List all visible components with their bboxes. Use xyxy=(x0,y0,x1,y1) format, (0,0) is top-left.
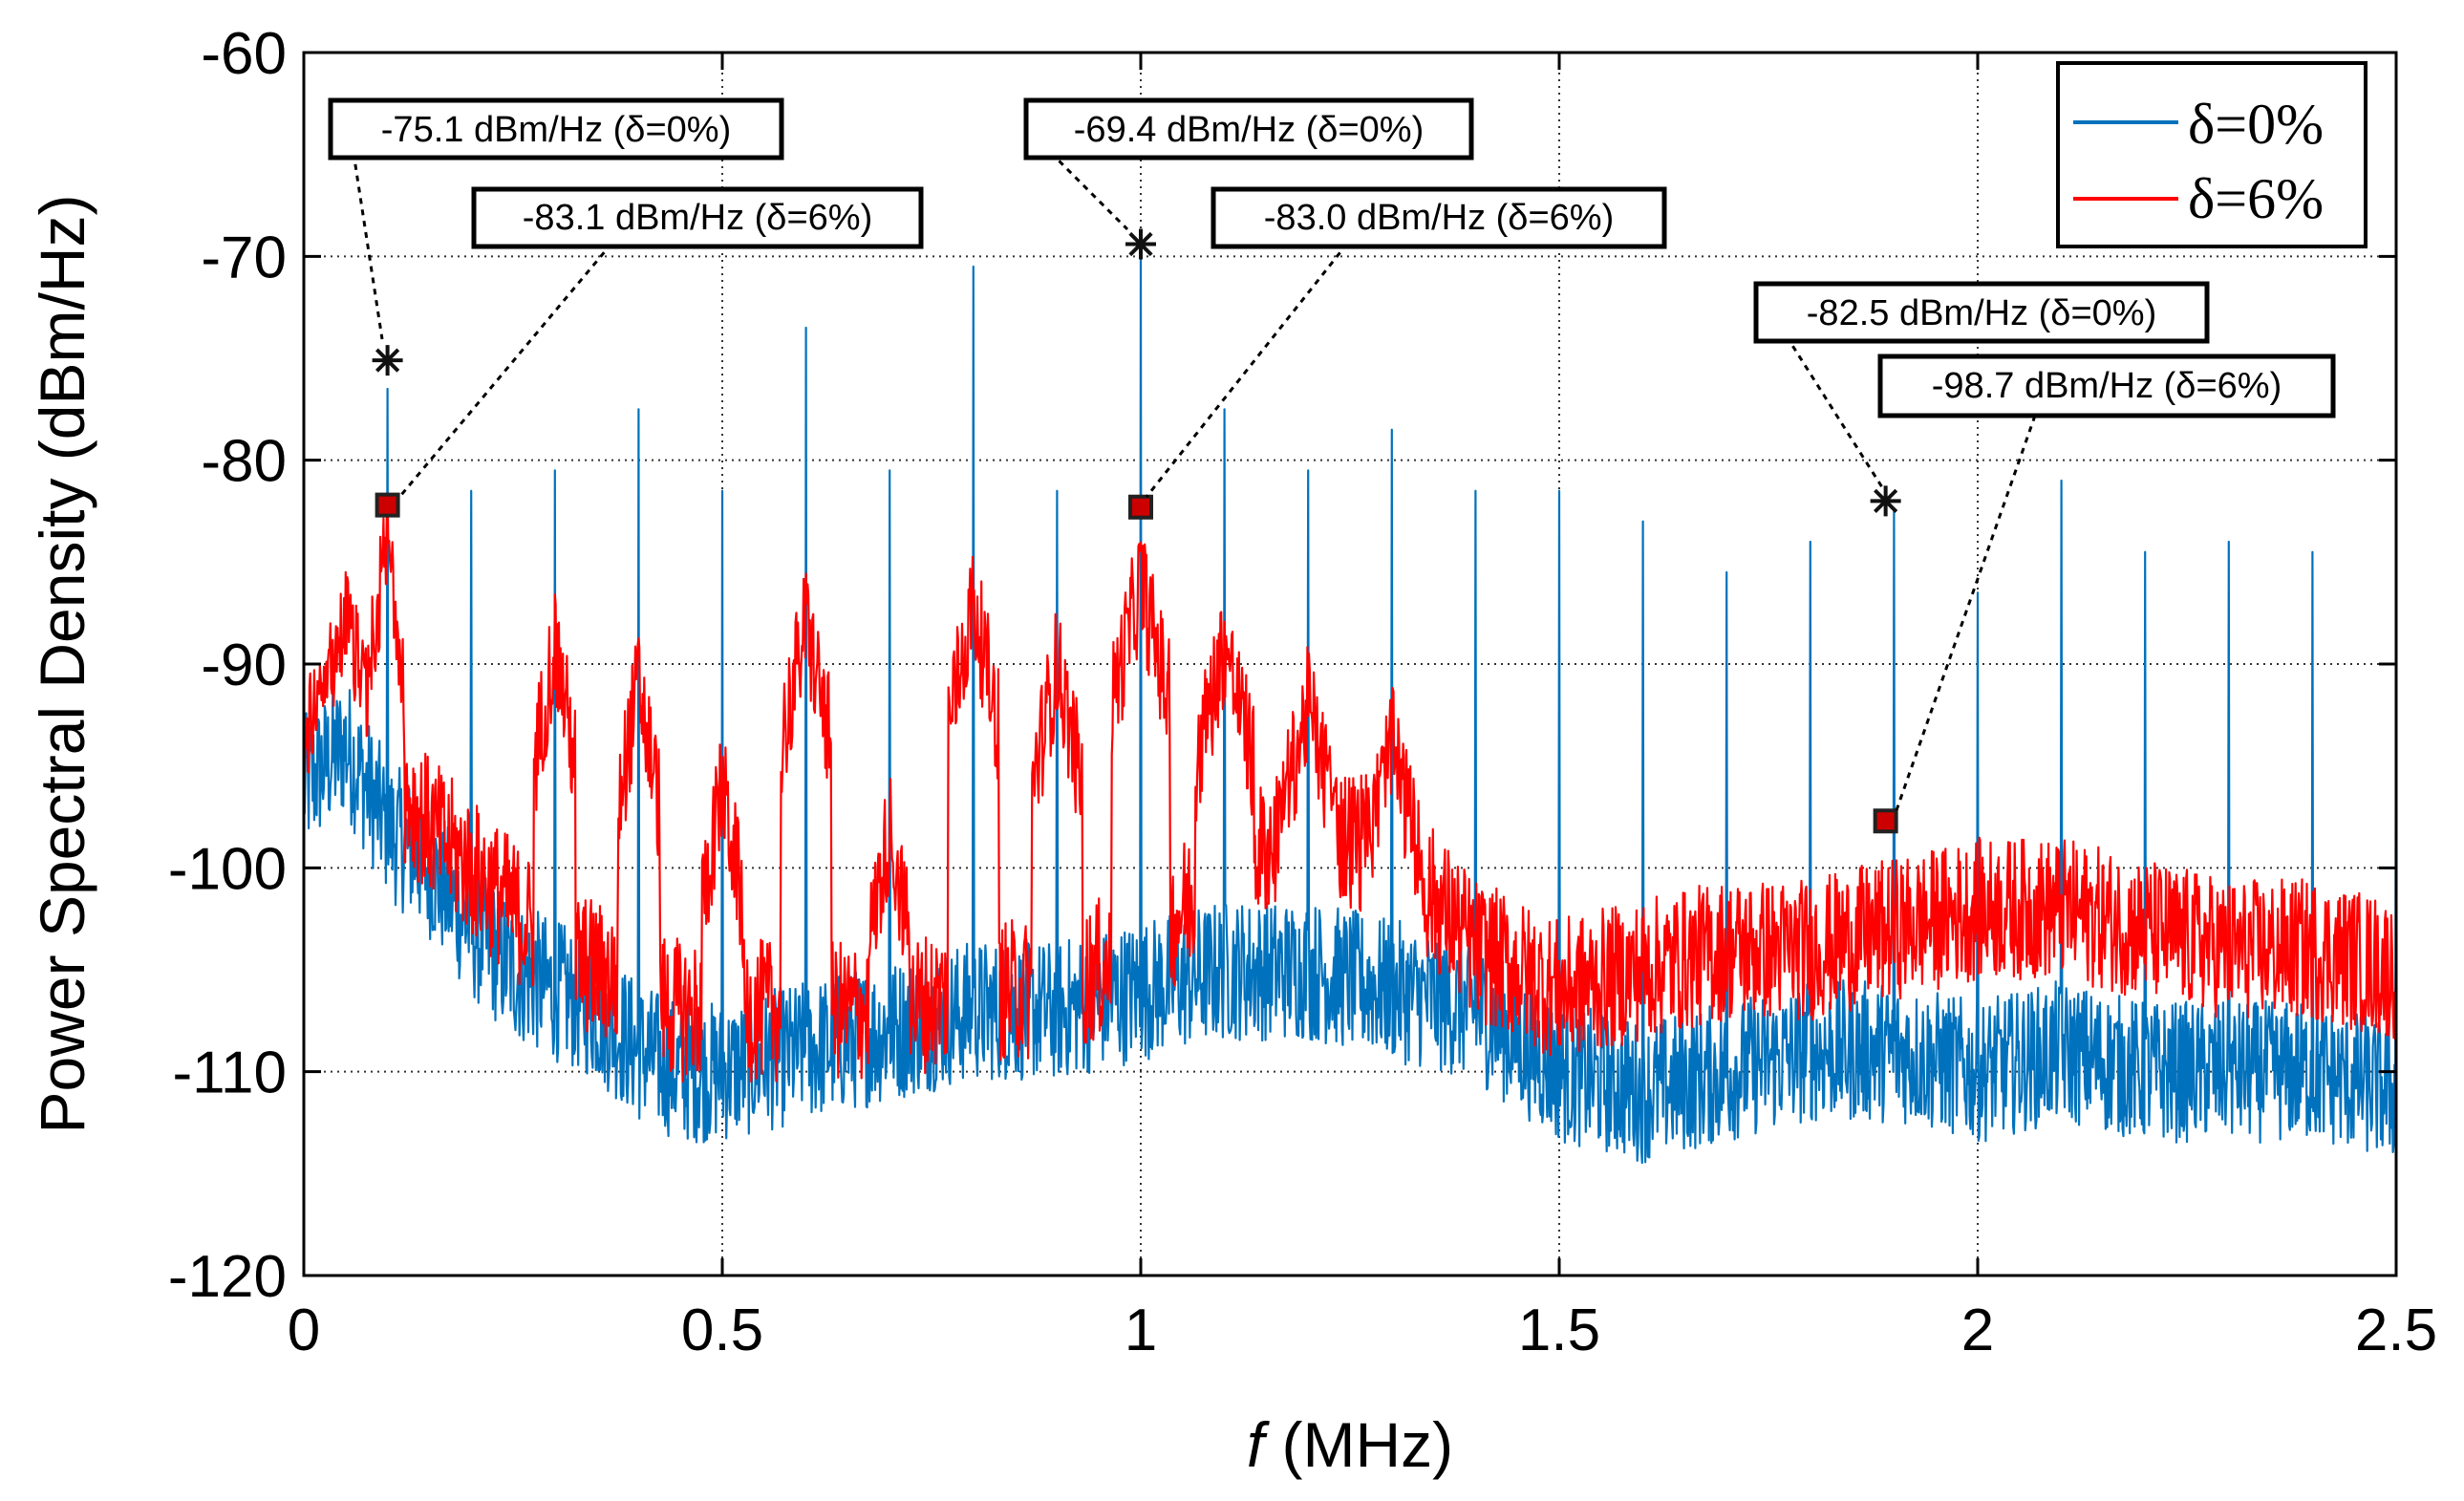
annotation-text-6: -98.7 dBm/Hz (δ=6%) xyxy=(1932,366,2282,406)
annotation-arrow xyxy=(1895,415,2037,811)
legend-label-delta-0: δ=0% xyxy=(2188,93,2324,156)
annotation-text-2: -83.1 dBm/Hz (δ=6%) xyxy=(523,198,872,238)
legend: δ=0% δ=6% xyxy=(2056,61,2368,248)
annotation-text-3: -69.4 dBm/Hz (δ=0%) xyxy=(1074,110,1424,150)
series-delta-6 xyxy=(302,492,2398,1083)
y-axis-title: Power Spectral Density (dBm/Hz) xyxy=(27,195,97,1134)
legend-label-delta-6: δ=6% xyxy=(2188,167,2324,230)
annotation-box-1 xyxy=(328,97,784,161)
annotations: -75.1 dBm/Hz (δ=0%) -83.1 dBm/Hz (δ=6%) … xyxy=(328,97,2336,811)
annotation-arrow xyxy=(352,152,384,340)
annotation-text-1: -75.1 dBm/Hz (δ=0%) xyxy=(381,110,731,150)
y-tick-label: -60 xyxy=(201,21,287,87)
annotation-text-5: -82.5 dBm/Hz (δ=0%) xyxy=(1807,293,2156,333)
x-tick-label: 2 xyxy=(1961,1297,1994,1363)
x-tick-label: 0 xyxy=(288,1297,320,1363)
x-axis-unit: (MHz) xyxy=(1264,1409,1453,1480)
annotation-box-4 xyxy=(1211,186,1667,249)
y-tick-label: -120 xyxy=(168,1244,287,1310)
legend-box xyxy=(2056,61,2368,248)
star-marker xyxy=(1125,228,1156,260)
annotation-text-4: -83.0 dBm/Hz (δ=6%) xyxy=(1264,198,1614,238)
series-line xyxy=(302,243,2398,1165)
square-marker xyxy=(1873,808,1898,834)
y-tick-label: -90 xyxy=(201,633,287,698)
y-tick-label: -110 xyxy=(173,1040,288,1106)
star-marker xyxy=(372,345,403,376)
annotation-box-2 xyxy=(471,186,924,249)
square-marker xyxy=(375,492,400,518)
y-tick-label: -80 xyxy=(201,429,287,495)
x-tick-label: 1 xyxy=(1125,1297,1157,1363)
annotation-arrow xyxy=(399,243,613,496)
annotation-box-5 xyxy=(1753,281,2210,344)
x-tick-label: 2.5 xyxy=(2355,1297,2437,1363)
star-marker xyxy=(1870,485,1901,517)
x-tick-label: 0.5 xyxy=(681,1297,763,1363)
x-axis-title: f (MHz) xyxy=(1247,1409,1453,1480)
y-tick-label: -70 xyxy=(201,225,287,290)
square-marker xyxy=(1128,494,1153,520)
series-line xyxy=(302,492,2398,1083)
annotation-box-3 xyxy=(1023,97,1474,161)
annotation-arrow xyxy=(1145,243,1349,498)
axis-ticks: 0 0.5 1 1.5 2 2.5 -60 -70 -80 -90 -100 -110 -120 xyxy=(168,21,2437,1363)
series-delta-0 xyxy=(302,243,2398,1165)
y-tick-label: -100 xyxy=(168,836,287,902)
x-tick-label: 1.5 xyxy=(1518,1297,1600,1363)
peak-markers xyxy=(372,228,1901,834)
annotation-box-6 xyxy=(1877,354,2336,418)
